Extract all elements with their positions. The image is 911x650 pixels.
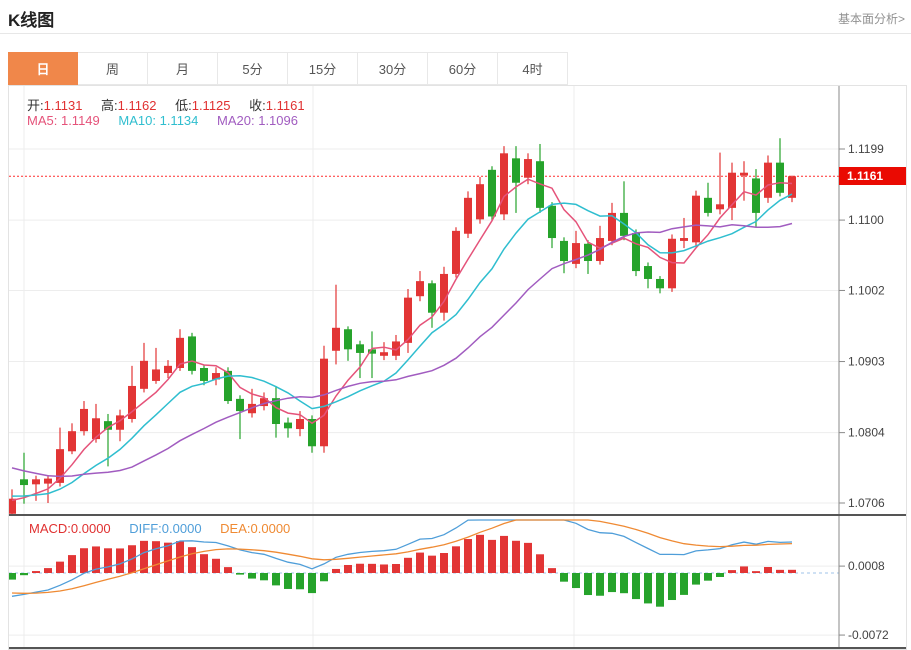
svg-text:0.0008: 0.0008 bbox=[848, 559, 885, 573]
current-price-tag: 1.1161 bbox=[839, 167, 906, 185]
svg-text:1.0804: 1.0804 bbox=[848, 426, 885, 440]
tab-week[interactable]: 周 bbox=[78, 52, 148, 85]
tab-month[interactable]: 月 bbox=[148, 52, 218, 85]
chart-container: 1.1199 1.1100 1.1002 1.0903 1.0804 1.0706 0.0… bbox=[8, 85, 907, 650]
candlestick-chart[interactable]: 1.1199 1.1100 1.1002 1.0903 1.0804 1.0706 bbox=[9, 86, 906, 514]
tab-15min[interactable]: 15分 bbox=[288, 52, 358, 85]
macd-chart[interactable]: 0.0008 -0.0072 bbox=[9, 514, 906, 649]
svg-text:1.1100: 1.1100 bbox=[848, 213, 884, 227]
tab-5min[interactable]: 5分 bbox=[218, 52, 288, 85]
timeframe-tabs: 日 周 月 5分 15分 30分 60分 4时 bbox=[8, 52, 568, 85]
tab-30min[interactable]: 30分 bbox=[358, 52, 428, 85]
svg-text:1.0903: 1.0903 bbox=[848, 355, 885, 369]
svg-text:1.1199: 1.1199 bbox=[848, 142, 884, 156]
svg-text:1.1002: 1.1002 bbox=[848, 283, 885, 297]
svg-text:-0.0072: -0.0072 bbox=[848, 628, 889, 642]
fundamental-analysis-link[interactable]: 基本面分析> bbox=[837, 12, 905, 26]
tab-day[interactable]: 日 bbox=[8, 52, 78, 85]
page-title: K线图 bbox=[8, 11, 55, 30]
tab-4hour[interactable]: 4时 bbox=[498, 52, 568, 85]
header-divider bbox=[0, 33, 911, 34]
tab-60min[interactable]: 60分 bbox=[428, 52, 498, 85]
svg-text:1.0706: 1.0706 bbox=[848, 496, 885, 510]
